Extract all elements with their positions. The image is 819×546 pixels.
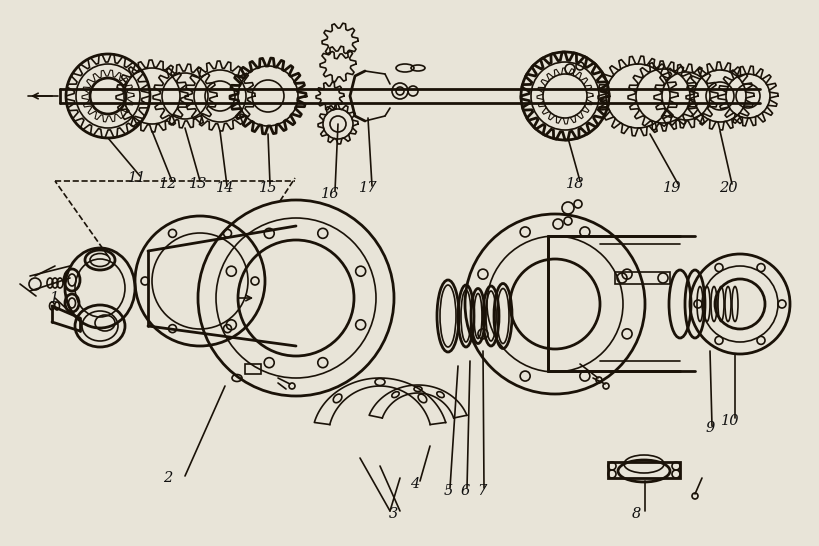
Bar (607, 462, 679, 478)
Text: 15: 15 (259, 181, 277, 195)
Text: 5: 5 (443, 484, 452, 498)
Text: 17: 17 (359, 181, 377, 195)
Text: 1: 1 (50, 291, 60, 305)
Text: 19: 19 (662, 181, 681, 195)
Text: 16: 16 (320, 187, 339, 201)
Bar (614, 272, 669, 284)
Bar (245, 364, 260, 374)
Text: 4: 4 (410, 477, 419, 491)
Text: 6: 6 (459, 484, 469, 498)
Text: 8: 8 (631, 507, 640, 521)
Text: 12: 12 (159, 177, 177, 191)
Text: 9: 9 (704, 421, 713, 435)
Text: 14: 14 (215, 181, 234, 195)
Text: 13: 13 (188, 177, 207, 191)
Text: 2: 2 (163, 471, 173, 485)
Text: 18: 18 (565, 177, 583, 191)
Text: 11: 11 (128, 171, 146, 185)
Text: 7: 7 (477, 484, 486, 498)
Text: 10: 10 (720, 414, 739, 428)
Text: 20: 20 (718, 181, 736, 195)
Text: 3: 3 (388, 507, 397, 521)
